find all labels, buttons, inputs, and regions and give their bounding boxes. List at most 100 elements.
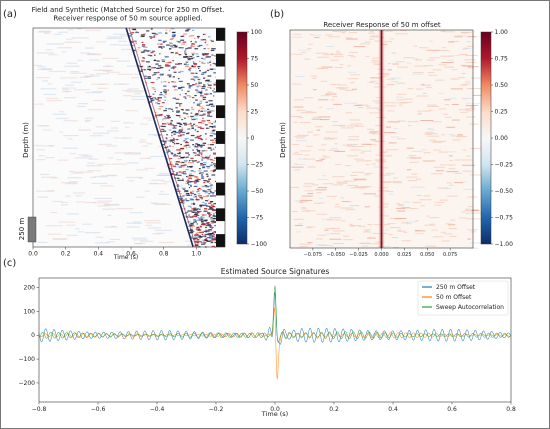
wavefield-sample (197, 217, 200, 219)
wavefield-sample (202, 149, 205, 152)
wavefield-sample (160, 43, 163, 45)
wavefield-sample (211, 141, 216, 143)
wavefield-sample (185, 156, 187, 159)
wavefield-sample (213, 238, 218, 241)
wavefield-sample (204, 214, 206, 216)
noise-streak (139, 240, 154, 242)
response-streak (454, 35, 467, 37)
response-streak (323, 138, 335, 140)
checker-block (216, 156, 225, 170)
noise-streak (62, 147, 78, 149)
wavefield-sample (203, 33, 207, 35)
panel-c-series-lines (38, 285, 512, 380)
response-streak (370, 80, 377, 82)
response-streak (358, 187, 365, 189)
response-streak (423, 84, 430, 86)
wavefield-sample (191, 52, 196, 54)
response-streak (439, 199, 449, 201)
wavefield-sample (196, 130, 199, 133)
scale-bar-label: 250 m (18, 218, 26, 241)
wavefield-sample (207, 233, 212, 236)
noise-streak (85, 47, 95, 49)
response-streak (464, 209, 469, 211)
wavefield-sample (193, 62, 196, 65)
wavefield-sample (185, 152, 190, 154)
noise-streak (162, 180, 172, 183)
response-streak (453, 36, 459, 38)
x-tick-label: 0.4 (388, 406, 398, 413)
wavefield-sample (174, 46, 178, 48)
response-streak (429, 57, 440, 59)
wavefield-sample (209, 64, 212, 66)
response-streak (325, 45, 334, 47)
wavefield-sample (194, 48, 199, 50)
wavefield-sample (191, 235, 193, 238)
wavefield-sample (201, 198, 203, 200)
noise-streak (87, 170, 102, 172)
response-streak (320, 95, 331, 97)
response-streak (449, 235, 457, 237)
response-streak (431, 141, 443, 143)
wavefield-sample (172, 60, 174, 62)
noise-streak (66, 234, 78, 236)
wavefield-sample (203, 216, 205, 219)
response-streak (447, 41, 454, 43)
response-streak (339, 88, 347, 90)
response-streak (369, 112, 380, 114)
response-streak (367, 128, 374, 130)
response-streak (358, 107, 364, 109)
noise-streak (55, 117, 69, 120)
wavefield-sample (173, 89, 178, 91)
wavefield-sample (169, 140, 173, 142)
wavefield-sample (182, 112, 186, 114)
wavefield-sample (205, 233, 209, 236)
response-streak (316, 179, 329, 181)
noise-streak (128, 180, 135, 182)
wavefield-sample (189, 55, 193, 58)
wavefield-sample (193, 123, 196, 125)
response-streak (451, 119, 460, 121)
wavefield-sample (213, 133, 217, 135)
wavefield-sample (196, 104, 200, 106)
response-streak (460, 31, 468, 33)
response-streak (312, 77, 317, 79)
wavefield-sample (203, 185, 207, 188)
checker-block (216, 53, 225, 67)
wavefield-sample (178, 105, 182, 107)
wavefield-sample (193, 207, 197, 209)
noise-streak (150, 202, 157, 204)
wavefield-sample (208, 178, 211, 180)
response-streak (470, 174, 482, 176)
noise-streak (131, 77, 140, 79)
wavefield-sample (182, 188, 186, 190)
wavefield-sample (209, 195, 214, 197)
wavefield-sample (162, 130, 167, 132)
wavefield-sample (178, 130, 181, 132)
noise-streak (111, 163, 127, 165)
noise-streak (67, 177, 82, 179)
wavefield-sample (180, 192, 182, 195)
noise-streak (108, 157, 114, 159)
wavefield-sample (198, 82, 203, 84)
wavefield-sample (167, 116, 171, 119)
response-streak (387, 69, 393, 71)
wavefield-sample (178, 87, 183, 89)
response-streak (466, 41, 471, 43)
wavefield-sample (197, 242, 199, 244)
response-streak (387, 62, 392, 64)
wavefield-sample (200, 223, 205, 226)
response-streak (345, 165, 352, 167)
wavefield-sample (190, 40, 192, 43)
response-streak (427, 104, 437, 106)
wavefield-sample (184, 161, 187, 163)
noise-streak (186, 244, 192, 246)
response-streak (371, 163, 376, 165)
wavefield-sample (164, 56, 169, 58)
wavefield-sample (202, 231, 204, 233)
noise-streak (184, 240, 202, 242)
response-streak (333, 55, 344, 57)
wavefield-sample (209, 144, 214, 146)
response-streak (357, 104, 369, 106)
response-streak (396, 93, 407, 95)
response-streak (294, 151, 299, 153)
